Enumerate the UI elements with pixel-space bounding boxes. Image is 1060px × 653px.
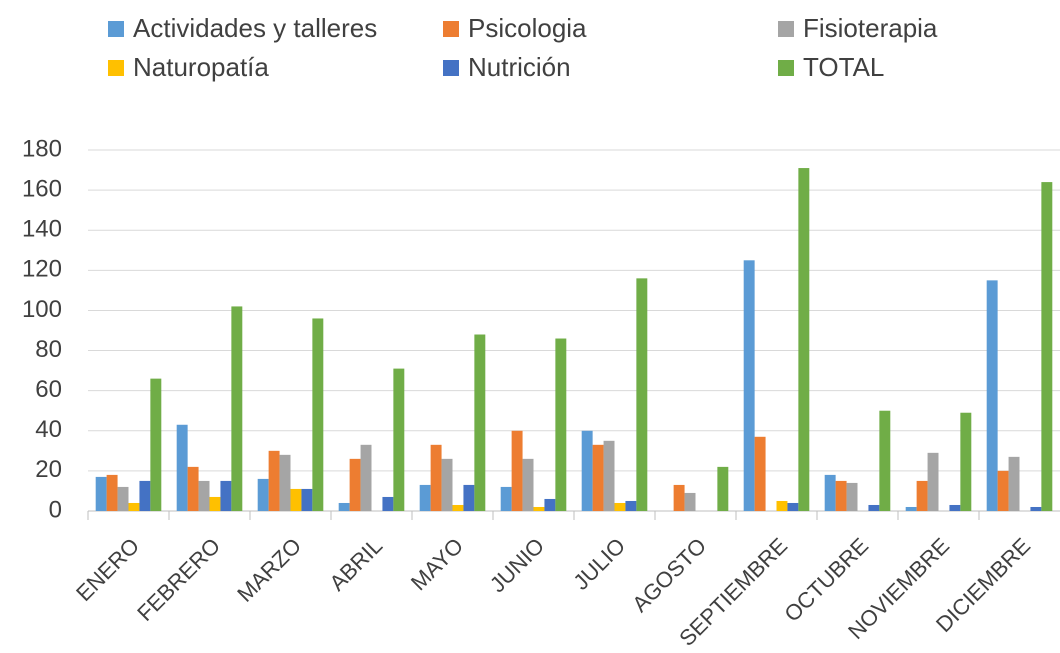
legend-swatch	[108, 21, 124, 37]
bar	[522, 458, 534, 511]
y-tick-label: 0	[49, 496, 62, 523]
bar	[231, 306, 243, 511]
bar	[419, 484, 431, 511]
bar	[846, 482, 858, 511]
y-tick-label: 180	[22, 135, 62, 162]
bar	[312, 318, 324, 511]
bar	[220, 480, 232, 511]
bar	[452, 504, 464, 511]
bar	[106, 474, 118, 511]
bar	[279, 454, 291, 511]
bar	[544, 498, 556, 511]
bar	[290, 488, 302, 511]
legend-label: TOTAL	[803, 52, 884, 82]
bar	[743, 260, 755, 511]
bar	[581, 430, 593, 511]
bar	[684, 492, 696, 511]
bar	[187, 466, 199, 511]
bar	[1041, 182, 1053, 512]
bar	[500, 486, 512, 511]
bar	[1030, 506, 1042, 511]
bar	[257, 478, 269, 511]
x-tick-label: FEBRERO	[132, 533, 225, 626]
x-tick-label: ABRIL	[325, 533, 388, 596]
bar	[673, 484, 685, 511]
y-tick-label: 60	[35, 376, 62, 403]
bar	[776, 500, 788, 511]
bar	[555, 338, 567, 511]
bar	[360, 444, 372, 511]
y-tick-label: 140	[22, 216, 62, 243]
bar	[533, 506, 545, 511]
bar	[382, 496, 394, 511]
bar	[474, 334, 486, 511]
bar	[338, 502, 350, 511]
bar	[717, 466, 729, 511]
legend-label: Actividades y talleres	[133, 13, 377, 43]
x-tick-label: MARZO	[232, 533, 306, 607]
y-tick-label: 100	[22, 296, 62, 323]
bar	[824, 474, 836, 511]
bar	[198, 480, 210, 511]
y-tick-label: 40	[35, 416, 62, 443]
bar	[868, 504, 880, 511]
bar	[441, 458, 453, 511]
bar	[997, 470, 1009, 511]
bar	[176, 424, 188, 511]
bar	[463, 484, 475, 511]
legend-label: Nutrición	[468, 52, 571, 82]
bar	[393, 368, 405, 511]
legend-swatch	[778, 60, 794, 76]
legend-label: Fisioterapia	[803, 13, 938, 43]
bar	[349, 458, 361, 511]
bar	[754, 436, 766, 511]
bar	[603, 440, 615, 511]
bar	[798, 168, 810, 512]
bar	[986, 280, 998, 511]
y-tick-label: 160	[22, 175, 62, 202]
bar	[301, 488, 313, 511]
bar	[209, 496, 221, 511]
legend-label: Psicologia	[468, 13, 587, 43]
bar	[95, 476, 107, 511]
bar	[916, 480, 928, 511]
bar	[117, 486, 129, 511]
bar	[927, 452, 939, 511]
y-tick-label: 120	[22, 256, 62, 283]
legend-swatch	[443, 60, 459, 76]
bar	[625, 500, 637, 511]
bar	[1008, 456, 1020, 511]
bar	[614, 502, 626, 511]
bar	[636, 278, 648, 511]
x-tick-label: JULIO	[568, 533, 630, 595]
bar	[787, 502, 799, 511]
y-tick-label: 80	[35, 336, 62, 363]
bar	[592, 444, 604, 511]
y-tick-label: 20	[35, 456, 62, 483]
bar	[139, 480, 151, 511]
bar	[150, 378, 162, 511]
legend-swatch	[108, 60, 124, 76]
bar	[905, 506, 917, 511]
x-tick-label: ENERO	[71, 533, 144, 606]
legend-swatch	[778, 21, 794, 37]
legend-swatch	[443, 21, 459, 37]
bar	[430, 444, 442, 511]
bar	[128, 502, 140, 511]
x-tick-label: AGOSTO	[627, 533, 711, 617]
bar	[835, 480, 847, 511]
x-tick-label: MAYO	[406, 533, 468, 595]
bar	[268, 450, 280, 511]
bar	[960, 412, 972, 511]
bar	[879, 410, 891, 511]
bar	[511, 430, 523, 511]
bar	[949, 504, 961, 511]
legend-label: Naturopatía	[133, 52, 269, 82]
x-tick-label: JUNIO	[485, 533, 549, 597]
